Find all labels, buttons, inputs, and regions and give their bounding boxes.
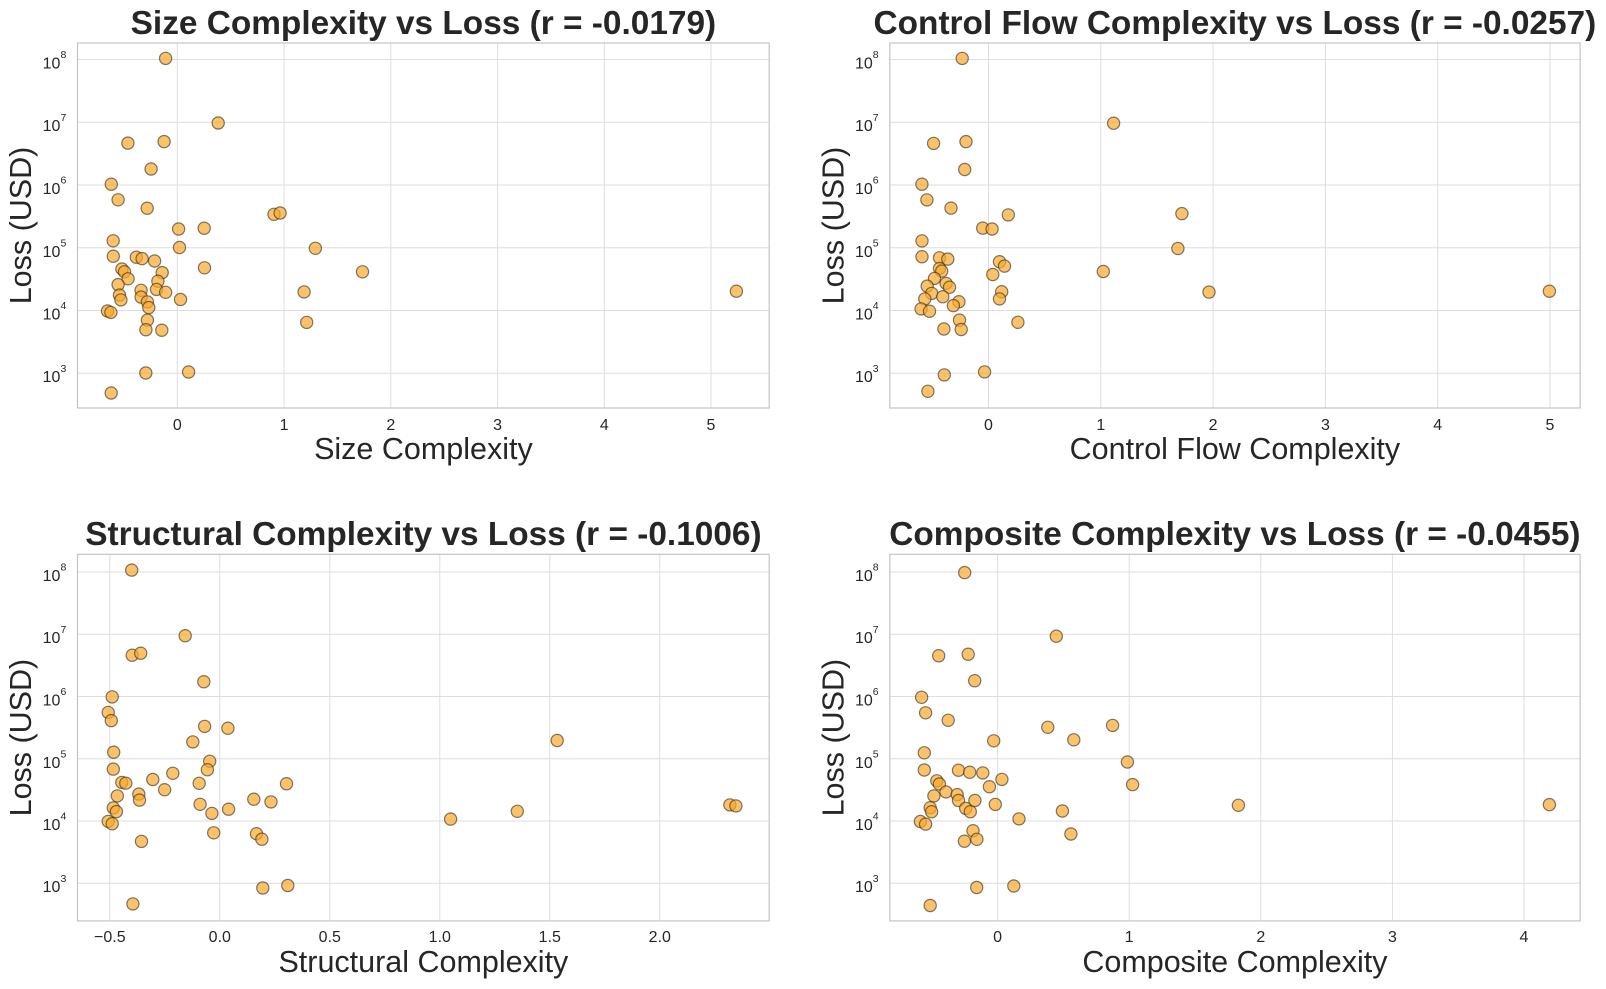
svg-text:106: 106: [43, 686, 67, 709]
svg-text:2: 2: [1256, 929, 1265, 946]
svg-text:103: 103: [855, 363, 879, 386]
svg-text:0: 0: [984, 417, 993, 434]
svg-text:4: 4: [1433, 417, 1442, 434]
svg-text:106: 106: [43, 175, 67, 198]
svg-text:107: 107: [43, 624, 67, 647]
svg-text:Composite Complexity vs Loss (: Composite Complexity vs Loss (r = -0.045…: [889, 516, 1580, 553]
svg-text:3: 3: [1388, 929, 1397, 946]
svg-text:108: 108: [43, 562, 67, 585]
svg-text:5: 5: [1546, 417, 1555, 434]
svg-text:−0.5: −0.5: [94, 929, 126, 946]
svg-text:0: 0: [993, 929, 1002, 946]
svg-text:105: 105: [855, 749, 879, 772]
svg-text:1.0: 1.0: [429, 929, 451, 946]
svg-text:Loss (USD): Loss (USD): [816, 659, 850, 817]
svg-text:Loss (USD): Loss (USD): [816, 147, 850, 305]
svg-text:2: 2: [386, 417, 395, 434]
svg-text:108: 108: [855, 562, 879, 585]
svg-text:Structural Complexity: Structural Complexity: [278, 945, 569, 979]
svg-text:105: 105: [43, 238, 67, 261]
svg-text:Size Complexity vs Loss (r = -: Size Complexity vs Loss (r = -0.0179): [131, 5, 717, 42]
svg-text:Control Flow Complexity: Control Flow Complexity: [1070, 432, 1401, 466]
svg-text:106: 106: [855, 686, 879, 709]
svg-text:104: 104: [43, 811, 67, 834]
svg-text:1: 1: [280, 417, 289, 434]
svg-text:108: 108: [855, 49, 879, 72]
svg-text:Control Flow Complexity vs Los: Control Flow Complexity vs Loss (r = -0.…: [874, 5, 1597, 42]
svg-text:5: 5: [707, 417, 716, 434]
svg-text:1.5: 1.5: [539, 929, 561, 946]
svg-text:104: 104: [43, 300, 67, 323]
svg-text:108: 108: [43, 49, 67, 72]
svg-text:4: 4: [600, 417, 609, 434]
svg-text:Structural Complexity vs Loss: Structural Complexity vs Loss (r = -0.10…: [85, 516, 761, 553]
svg-text:105: 105: [43, 749, 67, 772]
svg-text:106: 106: [855, 175, 879, 198]
svg-text:104: 104: [855, 811, 879, 834]
svg-text:107: 107: [43, 112, 67, 135]
svg-text:107: 107: [855, 112, 879, 135]
svg-text:1: 1: [1096, 417, 1105, 434]
svg-text:103: 103: [43, 873, 67, 896]
svg-text:2: 2: [1209, 417, 1218, 434]
svg-text:Composite Complexity: Composite Complexity: [1082, 945, 1388, 979]
svg-text:0: 0: [173, 417, 182, 434]
svg-text:2.0: 2.0: [649, 929, 671, 946]
svg-text:4: 4: [1520, 929, 1529, 946]
svg-text:103: 103: [855, 873, 879, 896]
svg-text:1: 1: [1125, 929, 1134, 946]
svg-text:105: 105: [855, 238, 879, 261]
svg-text:103: 103: [43, 363, 67, 386]
svg-text:3: 3: [493, 417, 502, 434]
svg-text:Loss (USD): Loss (USD): [4, 659, 38, 817]
svg-text:0.5: 0.5: [319, 929, 341, 946]
svg-text:Size Complexity: Size Complexity: [314, 432, 533, 466]
svg-text:3: 3: [1321, 417, 1330, 434]
svg-text:Loss (USD): Loss (USD): [4, 147, 38, 305]
svg-text:104: 104: [855, 300, 879, 323]
svg-text:0.0: 0.0: [209, 929, 231, 946]
svg-text:107: 107: [855, 624, 879, 647]
